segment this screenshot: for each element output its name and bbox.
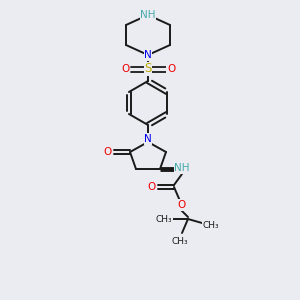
Text: NH: NH (174, 163, 190, 173)
Text: CH₃: CH₃ (156, 214, 172, 224)
Text: CH₃: CH₃ (172, 236, 188, 245)
Text: N: N (144, 134, 152, 144)
Text: O: O (167, 64, 175, 74)
Text: N: N (144, 50, 152, 61)
Text: O: O (177, 200, 185, 210)
Text: O: O (121, 64, 129, 74)
Text: O: O (104, 147, 112, 157)
Text: S: S (144, 62, 152, 76)
Text: NH: NH (140, 10, 156, 20)
Text: O: O (148, 182, 156, 192)
Text: CH₃: CH₃ (203, 220, 219, 230)
